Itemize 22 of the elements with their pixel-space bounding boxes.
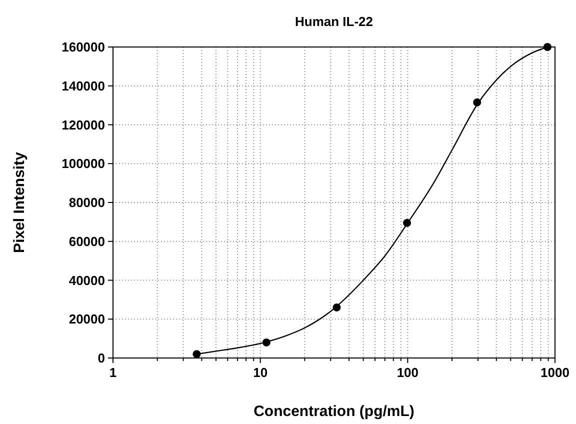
x-tick-label: 1000 [540, 365, 570, 380]
y-tick-label: 120000 [62, 117, 105, 132]
y-tick-label: 20000 [68, 312, 105, 327]
x-tick-label: 10 [253, 365, 268, 380]
point [473, 98, 482, 106]
point [403, 218, 412, 227]
y-tick-label: 140000 [62, 78, 105, 94]
x-tick-label: 100 [396, 365, 419, 380]
y-axis-title: Pixel Intensity [11, 151, 28, 253]
x-tick-label: 1 [109, 365, 117, 380]
point [332, 303, 341, 312]
y-tick-label: 80000 [68, 195, 105, 210]
chart-title: Human IL-22 [294, 14, 374, 29]
point [543, 43, 552, 51]
y-tick-label: 160000 [62, 40, 105, 54]
point [192, 350, 201, 358]
x-axis-title: Concentration (pg/mL) [254, 403, 414, 420]
y-tick-label: 40000 [68, 272, 105, 288]
y-tick-label: 0 [98, 350, 105, 366]
point [262, 338, 270, 346]
y-tick-label: 60000 [68, 234, 105, 249]
y-tick-label: 100000 [62, 156, 105, 172]
